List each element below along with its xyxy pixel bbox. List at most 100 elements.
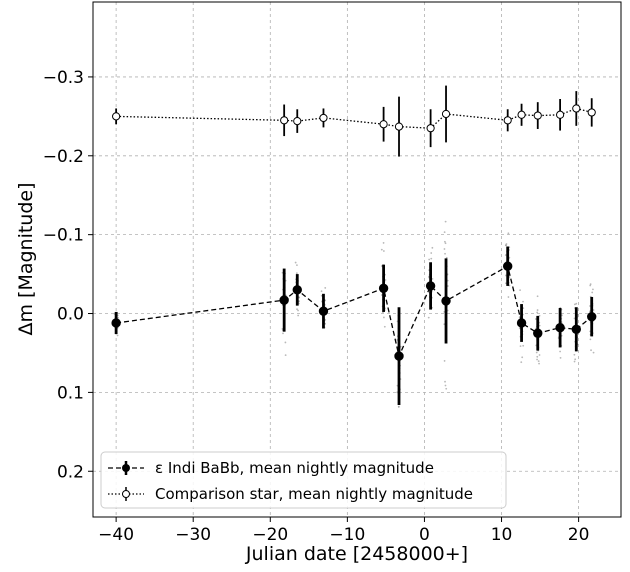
measurement-point (536, 358, 538, 361)
y-tick-label: −0.1 (43, 226, 84, 246)
measurement-point (590, 349, 592, 352)
measurement-point (589, 283, 592, 286)
x-tick-label: −30 (175, 525, 211, 545)
series-2-point (280, 116, 289, 125)
measurement-point (536, 355, 539, 358)
measurement-point (297, 314, 300, 317)
series-2-point (394, 122, 404, 131)
measurement-point (443, 360, 446, 362)
x-tick-label: 10 (491, 525, 513, 545)
measurement-point (324, 287, 327, 289)
measurement-point (592, 288, 594, 291)
measurement-point (282, 332, 284, 335)
measurement-point (444, 242, 447, 245)
measurement-point (296, 264, 298, 267)
series-2-point (517, 110, 526, 119)
measurement-point (589, 284, 592, 287)
series-1-point (441, 296, 451, 306)
series-1-point (502, 261, 513, 271)
series-1-point (516, 318, 527, 328)
measurement-point (383, 325, 386, 328)
measurement-point (535, 351, 538, 354)
measurement-point (591, 291, 594, 294)
series-1-point (318, 306, 329, 316)
measurement-point (538, 354, 541, 356)
measurement-point (538, 324, 541, 327)
plot-frame (92, 1, 622, 518)
series-2-point (426, 124, 435, 133)
y-tick-label: 0.1 (57, 383, 84, 403)
measurement-point (521, 356, 524, 359)
measurement-point (574, 358, 577, 361)
series-1-point (571, 324, 581, 334)
measurement-point (430, 257, 433, 260)
series-1-point (378, 283, 389, 293)
measurement-point (431, 277, 434, 280)
measurement-point (444, 384, 447, 387)
measurement-point (538, 362, 540, 365)
measurement-point (382, 250, 385, 252)
measurement-point (384, 279, 387, 281)
legend-series-1-label: ε Indi BaBb, mean nightly magnitude (155, 459, 434, 477)
series-2-point (556, 110, 565, 119)
series-1-point (292, 285, 302, 295)
legend-series-1-marker (122, 464, 130, 472)
series-1-point (533, 328, 543, 338)
series-2-point (533, 111, 542, 120)
measurement-point (519, 345, 522, 347)
measurement-point (431, 246, 434, 249)
x-axis-label: Julian date [2458000+] (245, 543, 468, 565)
measurement-point (297, 309, 299, 312)
measurement-point (559, 357, 562, 359)
measurement-point (443, 248, 446, 250)
series-2-point (319, 113, 328, 123)
measurement-point (536, 295, 539, 298)
measurement-point (430, 252, 433, 254)
series-2-point (587, 108, 596, 117)
measurement-point (296, 308, 298, 311)
x-tick-label: −20 (252, 525, 288, 545)
measurement-point (445, 387, 448, 390)
measurement-point (380, 248, 383, 251)
measurement-point (507, 296, 510, 298)
measurement-point (520, 361, 523, 364)
measurement-point (284, 341, 287, 344)
measurement-point (397, 405, 400, 408)
measurement-point (444, 220, 447, 223)
x-tick-label: −10 (329, 525, 365, 545)
measurement-point (573, 360, 576, 363)
measurement-point (522, 344, 525, 347)
measurement-point (522, 300, 524, 303)
measurement-point (116, 334, 119, 337)
x-tick-label: −40 (98, 525, 134, 545)
measurement-point (592, 351, 595, 354)
series-2-point (503, 116, 512, 125)
measurement-point (320, 290, 323, 293)
measurement-point (443, 231, 446, 234)
series-2-point (112, 112, 121, 121)
measurement-point (443, 240, 446, 243)
measurement-point (559, 350, 561, 353)
series-1-point (587, 311, 597, 322)
measurement-point (427, 316, 430, 319)
series-1-point (279, 295, 289, 305)
measurement-point (504, 244, 507, 247)
series-2-point (293, 116, 302, 126)
series-2-point (572, 104, 581, 113)
y-tick-label: 0.2 (57, 462, 84, 482)
measurement-point (444, 380, 446, 383)
y-axis-label: Δm [Magnitude] (15, 182, 37, 335)
measurement-point (295, 272, 298, 275)
measurement-point (573, 303, 576, 306)
series-2-point (379, 120, 388, 129)
y-tick-label: −0.3 (43, 68, 84, 88)
legend-box (100, 451, 507, 509)
series-1 (111, 246, 597, 406)
measurement-point (573, 353, 576, 356)
series-1-point (555, 323, 565, 333)
measurement-point (534, 318, 537, 320)
axis-ticks (88, 76, 580, 522)
measurement-point (117, 316, 119, 319)
measurement-point (382, 316, 385, 319)
